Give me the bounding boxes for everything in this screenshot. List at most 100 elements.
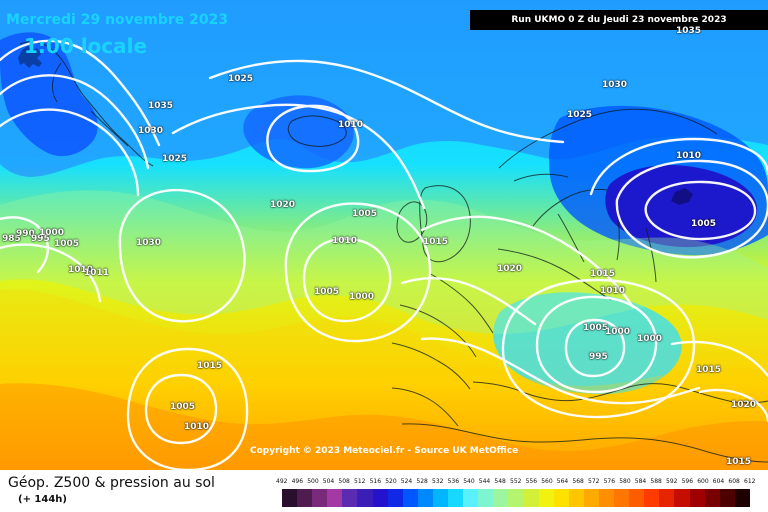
- scale-tick-label: 572: [588, 478, 600, 485]
- isobar-value-label: 1010: [676, 151, 702, 161]
- footer-title: Géop. Z500 & pression au sol: [8, 475, 215, 491]
- iceland-coastline: [287, 115, 347, 147]
- isobar-value-label: 1010: [600, 286, 626, 296]
- isobar-value-label: 1020: [270, 200, 296, 210]
- isobar-value-label: 1005: [583, 323, 609, 333]
- scale-tick-label: 496: [291, 478, 304, 485]
- scale-color-swatch: [493, 489, 509, 507]
- isobar-value-label: 1015: [197, 361, 223, 371]
- pressure-markers: [18, 46, 693, 205]
- scale-tick-label: 560: [541, 478, 553, 485]
- isobar-west-atlantic-high: [118, 188, 246, 323]
- scale-color-swatch: [704, 489, 720, 507]
- isobar-east-1015: [670, 340, 768, 378]
- scale-tick-label: 504: [322, 478, 335, 485]
- scale-color-swatch: [614, 489, 630, 507]
- forecast-map: [0, 0, 768, 470]
- scale-color-swatch: [327, 489, 343, 507]
- isobar-greenland-high-b: [0, 74, 150, 170]
- scale-color-swatch: [448, 489, 464, 507]
- scale-color-swatch: [372, 489, 388, 507]
- isobar-greenland-high-a: [0, 39, 161, 147]
- isobar-central-europe-2: [400, 277, 537, 326]
- isobar-east-low-1: [644, 180, 757, 241]
- z500-deep-blue-low-east: [605, 164, 758, 248]
- isobar-greenland-high-c: [0, 108, 140, 197]
- scandinavia-coastline: [498, 108, 718, 227]
- scale-tick-label: 556: [525, 478, 538, 485]
- scale-color-swatch: [553, 489, 569, 507]
- scale-color-swatch: [734, 489, 750, 507]
- scale-tick-label: 512: [354, 478, 366, 485]
- scale-tick-label: 524: [400, 478, 413, 485]
- isobar-value-label: 995: [589, 352, 608, 362]
- isobar-value-label: 1020: [497, 264, 523, 274]
- greenland-ice-texture: [18, 46, 42, 68]
- isobar-value-label: 1020: [731, 400, 757, 410]
- scandinavian-lake-texture: [671, 188, 693, 205]
- copyright-credit: Copyright © 2023 Meteociel.fr - Source U…: [250, 446, 519, 456]
- isobar-value-label: 1025: [162, 154, 188, 164]
- isobar-southern-europe: [420, 337, 701, 405]
- isobar-value-label: 1005: [170, 402, 196, 412]
- scale-color-swatch: [538, 489, 554, 507]
- scale-color-swatch: [568, 489, 584, 507]
- scale-color-swatch: [689, 489, 705, 507]
- scale-color-swatch: [598, 489, 615, 507]
- scale-tick-label: 532: [432, 478, 444, 485]
- isobar-med-low-outer: [501, 278, 696, 419]
- isobar-med-low-mid: [535, 295, 658, 394]
- isobar-atlantic-trough-outer: [284, 202, 432, 343]
- mediterranean-coastline: [472, 381, 768, 404]
- geopotential-scale-ticks: 492 496 500 504 508 512 516 520 524 528 532 536 540 5…: [276, 478, 755, 488]
- scale-tick-label: 588: [650, 478, 662, 485]
- isobar-value-label: 1035: [676, 26, 702, 36]
- scale-color-swatch: [312, 489, 328, 507]
- isobar-value-label: 1010: [68, 265, 94, 275]
- isobar-value-label: 1010: [332, 236, 358, 246]
- scale-color-swatch: [659, 489, 675, 507]
- scale-color-swatch: [583, 489, 599, 507]
- scale-tick-label: 552: [510, 478, 522, 485]
- isobar-value-label: 1010: [184, 422, 210, 432]
- scale-color-swatch: [719, 489, 735, 507]
- europe-west-coastline: [391, 272, 494, 427]
- isobar-value-label: 1000: [605, 327, 631, 337]
- isobar-east-low-3: [589, 137, 768, 196]
- scale-color-swatch: [297, 489, 313, 507]
- scale-color-swatch: [432, 489, 449, 507]
- eastern-europe-borders: [497, 212, 657, 301]
- scale-tick-label: 500: [307, 478, 319, 485]
- isobar-value-label: 995: [31, 234, 50, 244]
- isobar-value-label: 1035: [148, 101, 174, 111]
- scale-tick-label: 608: [728, 478, 740, 485]
- isobar-value-label: 1030: [602, 80, 628, 90]
- scale-tick-label: 492: [276, 478, 288, 485]
- isobar-value-label: 990: [16, 229, 35, 239]
- forecast-time: 1:00 locale: [24, 34, 148, 58]
- isobar-value-label: 1015: [726, 457, 752, 467]
- scale-color-swatch: [357, 489, 373, 507]
- isobar-west-edge-2: [0, 243, 102, 303]
- scale-color-swatch: [674, 489, 690, 507]
- footer-forecast-hours: (+ 144h): [18, 494, 67, 505]
- scale-tick-label: 564: [556, 478, 569, 485]
- scale-color-swatch: [417, 489, 433, 507]
- scale-color-swatch: [629, 489, 645, 507]
- isobar-value-label: 1030: [138, 126, 164, 136]
- isobar-value-label: 1015: [423, 237, 449, 247]
- isobar-value-label: 1011: [84, 268, 110, 278]
- scale-color-swatch: [463, 489, 479, 507]
- isobar-value-label: 1005: [352, 209, 378, 219]
- scale-tick-label: 596: [681, 478, 694, 485]
- isobar-value-label: 1015: [590, 269, 616, 279]
- isobar-southeast-1020: [698, 388, 768, 423]
- isobar-value-label: 1010: [338, 120, 364, 130]
- scale-tick-label: 576: [603, 478, 616, 485]
- geopotential-color-scale: [282, 489, 750, 507]
- isobar-north-atlantic-1: [208, 59, 565, 144]
- scale-tick-label: 536: [447, 478, 460, 485]
- isobar-value-label: 1025: [228, 74, 254, 84]
- scale-tick-label: 604: [712, 478, 725, 485]
